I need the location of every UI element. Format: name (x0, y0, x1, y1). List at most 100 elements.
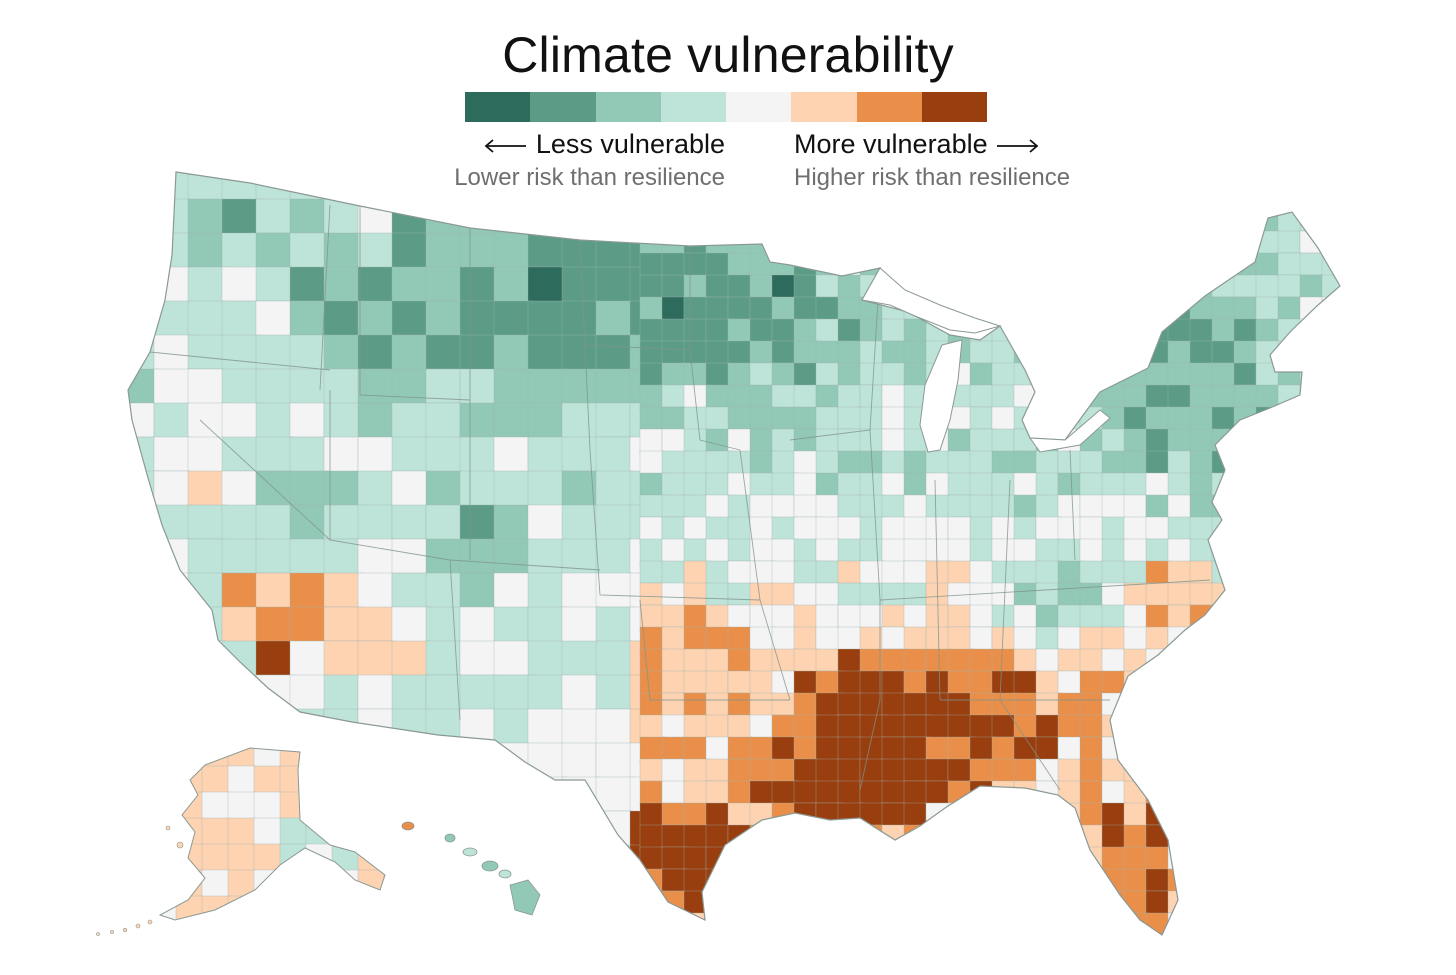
county-cell (771, 494, 795, 519)
county-cell (1321, 648, 1340, 673)
county-cell (1211, 780, 1240, 806)
borough-cell (201, 791, 231, 821)
borough-cell (253, 817, 283, 847)
county-cell (727, 186, 756, 214)
county-cell (1344, 935, 1366, 959)
county-cell (1167, 802, 1192, 828)
county-cell (1321, 516, 1340, 541)
county-cell (425, 708, 465, 745)
county-cell (793, 604, 820, 631)
county-cell (727, 934, 756, 935)
borough-cell (227, 765, 257, 795)
county-cell (1013, 340, 1039, 365)
county-cell (1013, 824, 1040, 852)
borough-cell (279, 843, 309, 873)
county-cell (947, 780, 974, 807)
county-cell (459, 266, 497, 307)
legend-swatch-1 (465, 92, 531, 122)
county-cell (1299, 912, 1327, 935)
county-cell (1189, 934, 1215, 935)
county-cell (1189, 172, 1216, 193)
borough-cell (253, 895, 283, 920)
county-cell (1211, 714, 1240, 740)
county-cell (357, 172, 395, 204)
county-cell (705, 428, 730, 452)
county-cell (221, 368, 262, 406)
county-cell (289, 266, 327, 302)
county-cell (969, 758, 996, 783)
county-cell (1123, 736, 1151, 763)
county-cell (128, 572, 156, 608)
county-cell (595, 334, 634, 373)
county-cell (527, 606, 568, 646)
county-cell (1167, 340, 1192, 365)
county-cell (1013, 780, 1038, 807)
county-cell (1189, 802, 1218, 826)
county-cell (1299, 516, 1328, 541)
county-cell (1167, 736, 1195, 764)
county-cell (705, 912, 734, 935)
borough-cell (227, 791, 257, 821)
county-cell (1167, 230, 1192, 254)
county-cell (947, 670, 974, 696)
county-cell (1211, 230, 1240, 255)
county-cell (683, 604, 708, 631)
borough-cell (305, 895, 335, 920)
county-cell (1344, 297, 1371, 321)
county-cell (882, 957, 906, 970)
county-cell (187, 232, 223, 273)
county-cell (816, 957, 843, 970)
county-cell (925, 868, 949, 896)
county-cell (561, 810, 602, 847)
county-cell (323, 606, 364, 642)
county-cell (661, 758, 685, 784)
county-cell (1277, 516, 1304, 540)
county-cell (705, 648, 733, 676)
county-cell (793, 362, 818, 387)
county-cell (1233, 758, 1262, 785)
county-cell (793, 560, 821, 587)
county-cell (1035, 172, 1063, 193)
county-cell (1013, 802, 1042, 829)
county-cell (1123, 868, 1148, 894)
county-cell (1057, 384, 1083, 413)
county-cell (1233, 890, 1261, 917)
county-cell (1079, 692, 1103, 717)
county-cell (1101, 802, 1128, 828)
county-cell (749, 472, 774, 498)
county-cell (1189, 846, 1216, 873)
county-cell (255, 572, 292, 612)
county-cell (289, 912, 326, 935)
county-cell (1299, 318, 1326, 343)
county-cell (639, 172, 663, 188)
county-cell (289, 198, 325, 235)
county-cell (1013, 736, 1038, 762)
county-cell (969, 648, 994, 673)
county-cell (1079, 362, 1106, 390)
county-cell (1123, 604, 1149, 632)
county-cell (903, 934, 927, 935)
county-cell (838, 957, 861, 970)
county-cell (969, 252, 993, 277)
county-cell (1321, 340, 1340, 366)
county-cell (493, 266, 530, 305)
county-cell (1233, 172, 1258, 188)
county-cell (1299, 172, 1323, 192)
county-cell (969, 384, 996, 408)
county-cell (1013, 230, 1038, 258)
county-cell (881, 714, 907, 738)
county-cell (1344, 275, 1369, 302)
county-cell (1233, 670, 1262, 697)
county-cell (1013, 538, 1037, 565)
county-cell (289, 572, 327, 613)
county-cell (1101, 296, 1127, 323)
borough-cell (176, 922, 204, 950)
county-cell (255, 334, 292, 375)
county-cell (1321, 604, 1340, 630)
county-cell (1035, 472, 1059, 499)
county-cell (289, 878, 330, 917)
county-cell (1013, 208, 1038, 236)
county-cell (1233, 384, 1259, 411)
county-cell (859, 450, 887, 478)
county-cell (1344, 561, 1371, 584)
